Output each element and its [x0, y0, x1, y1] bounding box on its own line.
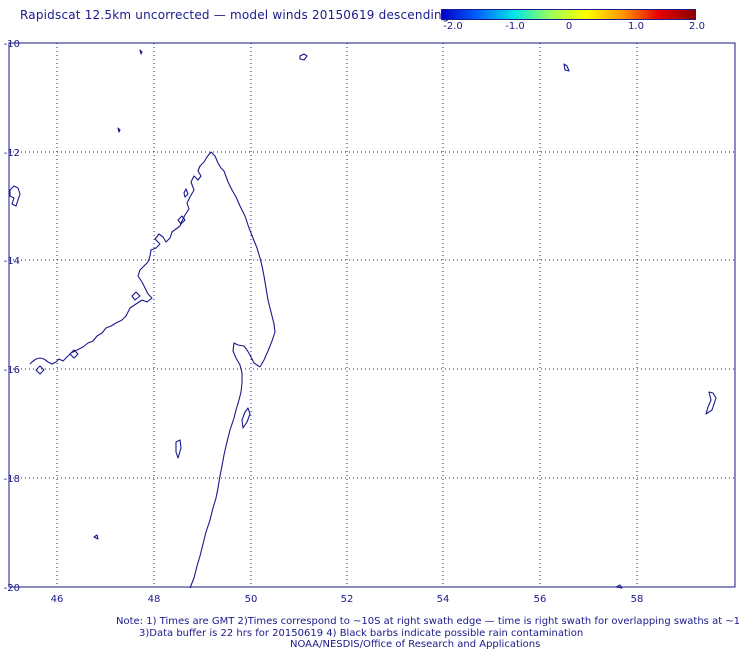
map-title: Rapidscat 12.5km uncorrected — model win… [20, 8, 450, 22]
island-glorieuses [299, 53, 308, 61]
island-mauritius-like [705, 391, 717, 415]
island [615, 584, 623, 589]
island [139, 49, 143, 55]
islet [177, 215, 186, 225]
island-west-small [175, 439, 182, 459]
note-line-2: 3)Data buffer is 22 hrs for 20150619 4) … [139, 628, 584, 639]
lon-label: 48 [148, 594, 161, 605]
plot-frame [8, 42, 736, 588]
lat-label: -20 [4, 583, 20, 594]
island-sainte-marie [241, 407, 251, 429]
island [93, 534, 99, 540]
islet [69, 349, 79, 359]
madagascar-coast-east [210, 151, 276, 368]
island-comoros [9, 185, 21, 207]
lon-label: 58 [631, 594, 644, 605]
colorbar-tick: -2.0 [443, 21, 463, 32]
lat-label: -14 [4, 256, 20, 267]
lat-label: -18 [4, 474, 20, 485]
lon-label: 46 [51, 594, 64, 605]
colorbar-tick: 2.0 [689, 21, 705, 32]
madagascar-coast-northwest [29, 151, 212, 365]
grid [9, 43, 735, 587]
colorbar [441, 9, 696, 20]
island-seychelles-south [563, 63, 570, 72]
islet [35, 365, 45, 375]
lon-label: 54 [437, 594, 450, 605]
colorbar-tick: -1.0 [505, 21, 525, 32]
madagascar-coast-west [189, 342, 261, 589]
lon-label: 56 [534, 594, 547, 605]
lat-label: -12 [4, 148, 20, 159]
coastline [9, 49, 717, 589]
colorbar-tick: 1.0 [628, 21, 644, 32]
lon-label: 50 [245, 594, 258, 605]
note-line-3: NOAA/NESDIS/Office of Research and Appli… [290, 639, 541, 650]
note-line-1: Note: 1) Times are GMT 2)Times correspon… [116, 616, 740, 627]
islet [183, 188, 189, 198]
islet [131, 291, 141, 301]
lat-label: -16 [4, 365, 20, 376]
lat-label: -10 [4, 39, 20, 50]
island [117, 127, 121, 133]
colorbar-tick: 0 [565, 21, 573, 32]
lon-label: 52 [341, 594, 354, 605]
